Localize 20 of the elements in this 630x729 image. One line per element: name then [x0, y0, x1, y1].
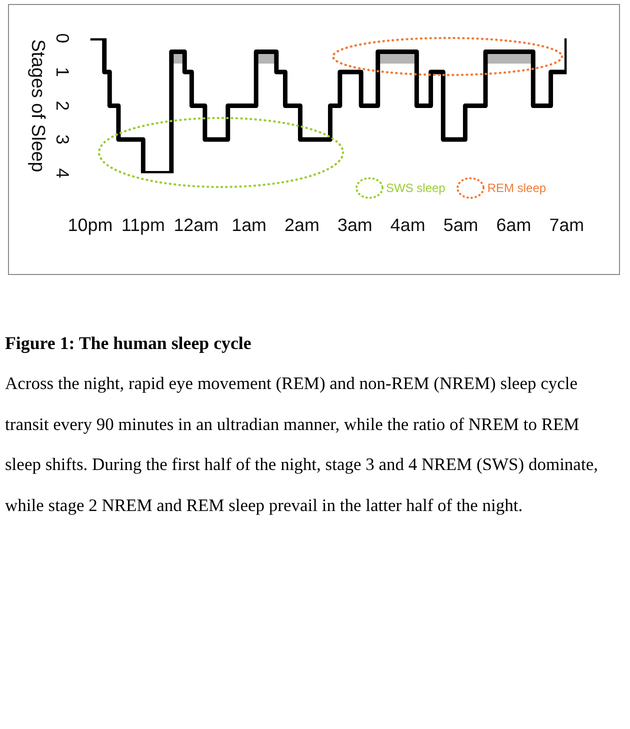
- x-tick-label: 3am: [337, 214, 372, 235]
- y-tick-label: 1: [52, 67, 72, 78]
- y-tick-label: 4: [52, 168, 72, 178]
- y-tick-label: 0: [52, 33, 72, 44]
- y-tick-label: 3: [52, 134, 72, 145]
- y-axis-title: Stages of Sleep: [27, 39, 48, 172]
- text: SWS sleep: [386, 181, 446, 195]
- y-tick-label: 2: [52, 100, 72, 111]
- text: REM sleep: [487, 181, 546, 195]
- x-tick-label: 5am: [443, 214, 478, 235]
- x-tick-label: 11pm: [121, 214, 165, 235]
- text: Across the night, rapid eye movement (REM) and non-REM (NREM) sleep cycle transit every 90 minutes in an ultradian manner, while the ratio of NREM to REM sleep shifts. During the first half of the night, stage 3 and 4 NREM (SWS) dominate, while stage 2 NREM and REM sleep prevail in the latter half of the night.: [5, 372, 599, 517]
- x-tick-label: 2am: [284, 214, 320, 235]
- text: Figure 1: The human sleep cycle: [5, 332, 252, 355]
- x-tick-label: 6am: [496, 214, 532, 235]
- x-tick-label: 12am: [174, 214, 219, 235]
- x-tick-label: 7am: [549, 214, 584, 235]
- x-tick-label: 1am: [232, 214, 266, 235]
- x-tick-label: 4am: [390, 214, 426, 235]
- x-tick-label: 10pm: [68, 214, 113, 235]
